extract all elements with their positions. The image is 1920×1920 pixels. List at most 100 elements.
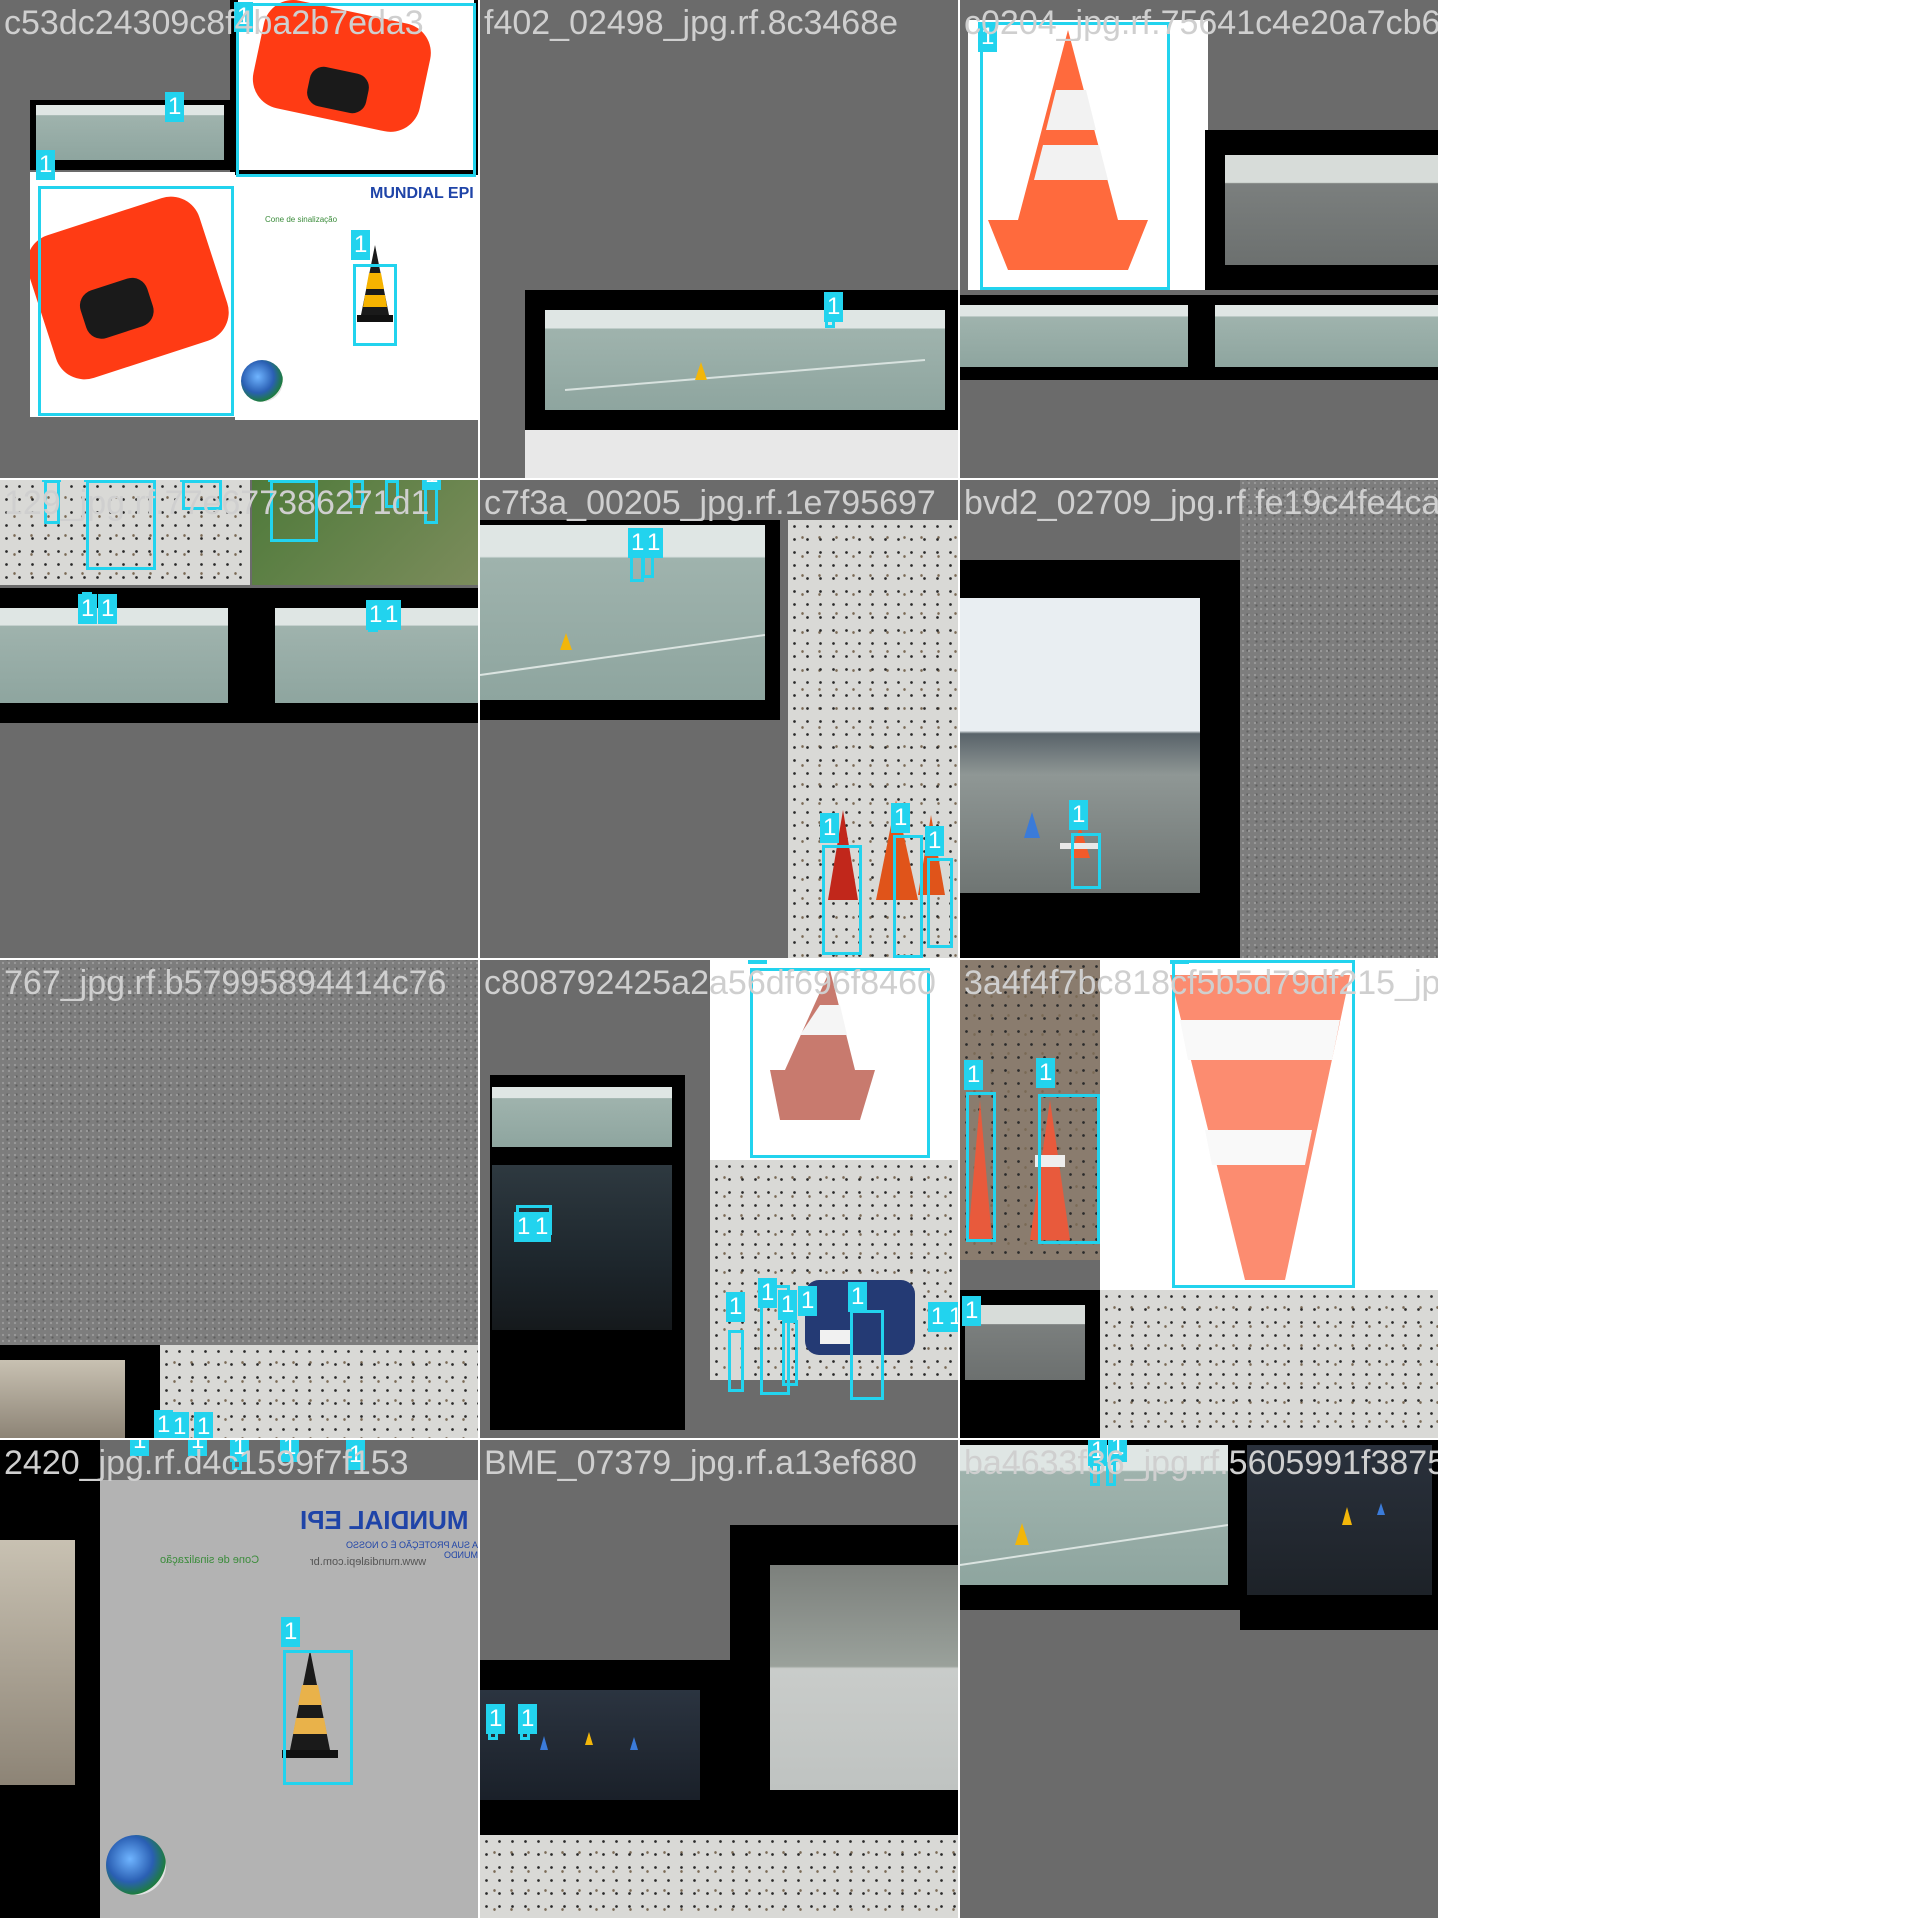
detection-label: 1 <box>925 826 945 856</box>
detection-label: 1 <box>346 1440 366 1470</box>
detection-label: 1 <box>268 480 288 482</box>
mosaic-tile: 1 1 1 767_jpg.rf.b57995894414c76 <box>0 960 478 1438</box>
image-filename: 767_jpg.rf.b57995894414c76 <box>4 964 447 1002</box>
image-noise <box>1240 480 1438 958</box>
brand-globe-logo <box>106 1835 166 1895</box>
image-wall <box>1100 1290 1438 1438</box>
detection-label: 1 <box>644 528 664 558</box>
image-filename: c0204_jpg.rf.75641c4e20a7cb63942f9c0e <box>964 4 1438 42</box>
detection-label: 1 <box>154 1410 174 1438</box>
mosaic-tile: 1 1 1 1 1 1 1 1 1 1 1 129_jpg.rf.77e6773… <box>0 480 478 958</box>
cone-black-yellow <box>280 1650 340 1765</box>
detection-bbox <box>966 1092 996 1242</box>
field-scene <box>960 1523 1229 1566</box>
detection-label: 1 <box>518 1704 538 1734</box>
image-field <box>545 310 945 410</box>
image-filename: 129_jpg.rf.77e677386271d1 <box>4 484 430 522</box>
mosaic-tile: MUNDIAL EPI A SUA PROTEÇÃO É O NOSSO MUN… <box>0 1440 478 1918</box>
detection-bbox <box>270 480 318 542</box>
detection-label: 1 <box>928 1302 948 1332</box>
mosaic-tile: 1 c0204_jpg.rf.75641c4e20a7cb63942f9c0e <box>960 0 1438 478</box>
detection-label: 1 <box>382 600 402 630</box>
detection-label: 1 <box>281 1617 301 1647</box>
image-filename: c7f3a_00205_jpg.rf.1e795697 <box>484 484 936 522</box>
brand-globe-logo <box>241 360 283 402</box>
detection-bbox <box>750 968 930 1158</box>
detection-label: 1 <box>778 1290 798 1320</box>
image-noise <box>0 960 478 1345</box>
detection-bbox <box>236 3 476 177</box>
image-cone-closeup <box>1100 960 1438 1290</box>
detection-bbox <box>980 22 1170 290</box>
detection-label: 1 <box>1170 960 1190 964</box>
detection-label: 1 <box>234 2 254 32</box>
image-cone-closeup <box>26 172 235 417</box>
detection-bbox <box>782 1320 798 1386</box>
detection-label: 1 <box>366 600 386 630</box>
detection-label: 1 <box>748 960 768 964</box>
detection-label: 1 <box>978 22 998 52</box>
detection-bbox <box>38 186 234 416</box>
image-track <box>1225 155 1438 265</box>
image-wall <box>0 480 250 585</box>
image-building-lot <box>770 1565 958 1790</box>
detection-label: 1 <box>848 1282 868 1312</box>
detection-label: 1 <box>280 1440 300 1462</box>
cone-closeup-shape <box>1170 975 1350 1280</box>
cone-closeup-shape <box>26 196 229 380</box>
detection-bbox <box>86 480 156 570</box>
detection-bbox <box>1038 1094 1100 1244</box>
image-filename: ba4633f36_jpg.rf.5605991f3875c2c354f406 <box>964 1444 1438 1482</box>
detection-label: 1 <box>532 1212 552 1242</box>
detection-label: 1 <box>628 528 648 558</box>
car-scene <box>805 1280 915 1355</box>
detection-bbox <box>1106 1462 1116 1486</box>
image-filename: bvd2_02709_jpg.rf.fe19c4fe4ca23b50bcd89 <box>964 484 1438 522</box>
detection-label: 1 <box>180 480 200 482</box>
image-cone-closeup <box>238 0 474 170</box>
detection-label: 1 <box>891 803 911 833</box>
mosaic-tile: 1 1 1 1 3a4f4f7bc818cf5b5d79df215_jpg.rf… <box>960 960 1438 1438</box>
cone-black-yellow <box>355 245 395 330</box>
mosaic-tile: MUNDIAL EPI Cone de sinalização 1 1 1 1 … <box>0 0 478 478</box>
brand-name: MUNDIAL EPI <box>300 1505 469 1535</box>
detection-bbox <box>182 480 222 510</box>
image-grass <box>252 480 478 585</box>
mosaic-tile: 1 1 ba4633f36_jpg.rf.5605991f3875c2c354f… <box>960 1440 1438 1918</box>
detection-label: 1 <box>36 150 56 180</box>
brand-url: www.mundialepi.com.br <box>310 1556 427 1568</box>
detection-label: 1 <box>165 92 185 122</box>
detection-label: 1 <box>798 1286 818 1316</box>
detection-label: 1 <box>42 480 62 482</box>
detection-bbox <box>385 480 399 508</box>
detection-bbox <box>283 1650 353 1785</box>
detection-label: 1 <box>514 1212 534 1242</box>
detection-label: 1 <box>170 1412 190 1438</box>
detection-label: 1 <box>422 480 442 490</box>
image-track <box>965 1305 1085 1380</box>
detection-label: 1 <box>824 292 844 322</box>
image-night-track <box>1247 1445 1432 1595</box>
image-filename: c808792425a2a56df696f8460 <box>484 964 936 1002</box>
brand-product: Cone de sinalização <box>160 1554 260 1566</box>
cones-scene <box>540 1732 638 1750</box>
detection-label: 1 <box>962 1296 982 1326</box>
detection-label: 1 <box>964 1060 984 1090</box>
image-filename: 3a4f4f7bc818cf5b5d79df215_jpg.rf. <box>964 964 1438 1002</box>
detection-label: 1 <box>78 594 98 624</box>
detection-label: 1 <box>84 480 104 482</box>
mosaic-tile: 1 1 1 1 1 1 1 1 1 1 c808792425a2a56df696… <box>480 960 958 1438</box>
mosaic-tile: 1 1 1 1 1 c7f3a_00205_jpg.rf.1e795697 <box>480 480 958 958</box>
detection-label: 1 <box>230 1440 250 1462</box>
image-field <box>36 105 224 160</box>
brand-product: Cone de sinalização <box>265 215 338 224</box>
detection-bbox <box>1172 960 1355 1288</box>
detection-label: 1 <box>726 1292 746 1322</box>
detection-bbox <box>1071 833 1101 889</box>
image-filename: 2420_jpg.rf.d4c1599f7f153 <box>4 1444 409 1482</box>
detection-label: 1 <box>351 230 371 260</box>
detection-label: 1 <box>1108 1440 1128 1462</box>
detection-bbox <box>893 835 923 958</box>
brand-name: MUNDIAL EPI <box>370 185 474 202</box>
image-field <box>1215 305 1438 367</box>
